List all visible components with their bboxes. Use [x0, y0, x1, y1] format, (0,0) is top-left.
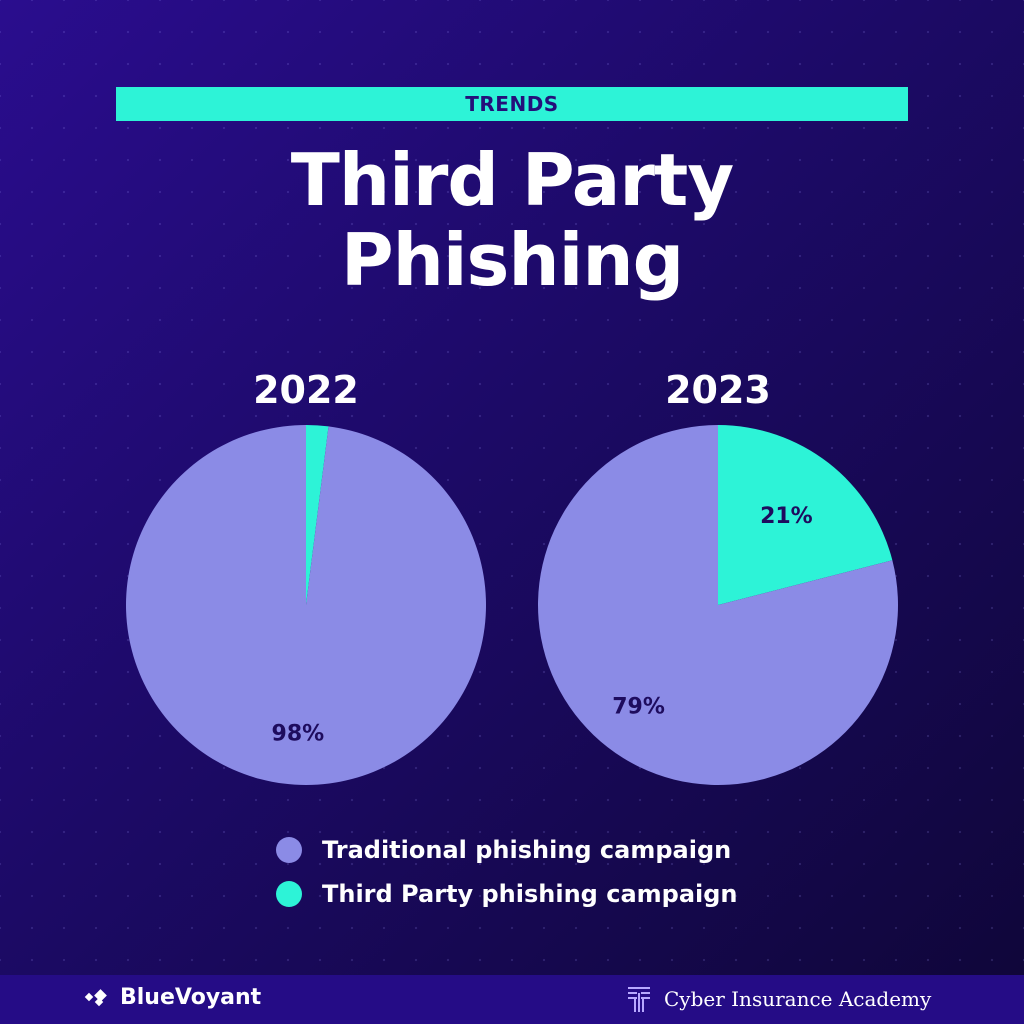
legend: Traditional phishing campaign Third Part… [276, 828, 738, 916]
page-title-line-2: Phishing [340, 218, 684, 302]
academy-brand-name: Cyber Insurance Academy [664, 987, 932, 1011]
bluevoyant-brand-name: BlueVoyant [120, 985, 262, 1010]
legend-item-traditional: Traditional phishing campaign [276, 828, 738, 872]
page-title-line-1: Third Party [290, 138, 734, 222]
chart-title-2023: 2023 [665, 368, 771, 412]
pie-charts: 2%98%21%79% [126, 425, 899, 785]
legend-swatch-traditional [276, 837, 302, 863]
pie-label-2022-traditional: 98% [272, 721, 325, 746]
page-title: Third Party Phishing [0, 140, 1024, 300]
pie-slice-2022-traditional [126, 425, 487, 785]
academy-logo-icon [628, 987, 650, 1012]
legend-label-traditional: Traditional phishing campaign [322, 836, 732, 864]
bluevoyant-brand: BlueVoyant [84, 985, 261, 1010]
trends-tag: TRENDS [116, 87, 908, 121]
pie-slice-2023-traditional [538, 425, 899, 785]
pie-label-2023-third-party: 21% [760, 504, 813, 529]
bluevoyant-logo-icon [84, 988, 107, 1006]
pie-slice-2023-third-party [718, 425, 893, 605]
pie-label-2023-traditional: 79% [612, 694, 665, 719]
footer: BlueVoyant Cyber Insurance Academy [0, 975, 1024, 1024]
legend-swatch-third-party [276, 881, 302, 907]
chart-title-2022: 2022 [253, 368, 359, 412]
pie-slice-2022-third-party [306, 425, 329, 605]
trends-tag-label: TRENDS [465, 92, 559, 116]
legend-item-third-party: Third Party phishing campaign [276, 872, 738, 916]
legend-label-third-party: Third Party phishing campaign [322, 880, 738, 908]
academy-brand: Cyber Insurance Academy [626, 984, 931, 1014]
